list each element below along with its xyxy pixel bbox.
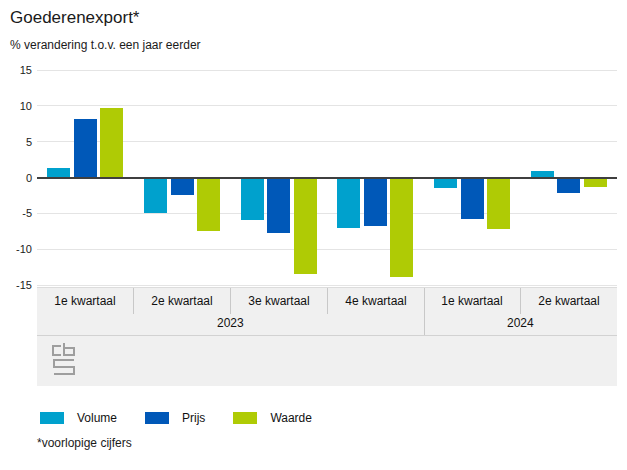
legend-item-waarde: Waarde [233,411,312,425]
chart-title: Goederenexport* [10,8,139,28]
legend-label-volume: Volume [77,411,117,425]
quarter-label-row: 1e kwartaal2e kwartaal3e kwartaal4e kwar… [37,288,617,314]
bar-waarde-group4 [390,178,413,278]
x-category-label-2: 2e kwartaal [134,288,231,314]
gridline-15 [37,70,617,71]
y-tick-label--5: -5 [6,206,32,220]
gridline--15 [37,285,617,286]
y-tick-label--10: -10 [6,242,32,256]
legend-swatch-volume [40,412,64,424]
plot-area [37,70,617,285]
bar-waarde-group2 [197,178,220,231]
bar-waarde-group6 [584,178,607,187]
bar-prijs-group6 [557,178,580,194]
legend-item-volume: Volume [40,411,117,425]
legend-label-waarde: Waarde [270,411,312,425]
legend-swatch-prijs [145,412,169,424]
y-tick-label-0: 0 [6,171,32,185]
bar-volume-group4 [337,178,360,229]
gridline-10 [37,105,617,106]
y-tick-label--15: -15 [6,278,32,292]
gridline--10 [37,249,617,250]
bar-prijs-group2 [171,178,194,195]
year-label-2024: 2024 [424,314,617,335]
legend: Volume Prijs Waarde [40,411,340,425]
bar-volume-group5 [434,178,457,188]
x-category-label-1: 1e kwartaal [37,288,134,314]
bar-volume-group2 [144,178,167,213]
chart-root: Goederenexport* % verandering t.o.v. een… [0,0,627,470]
band-divider [37,335,617,336]
year-label-2023: 2023 [37,314,424,335]
zero-axis-line [37,177,617,179]
bar-prijs-group5 [461,178,484,220]
gridline--5 [37,213,617,214]
y-tick-label-10: 10 [6,99,32,113]
bar-prijs-group3 [267,178,290,233]
x-category-label-5: 1e kwartaal [424,288,521,314]
y-tick-label-5: 5 [6,135,32,149]
gridline-5 [37,141,617,142]
bar-waarde-group5 [487,178,510,230]
legend-swatch-waarde [233,412,257,424]
y-tick-label-15: 15 [6,63,32,77]
bar-prijs-group4 [364,178,387,226]
year-label-row: 20232024 [37,314,617,335]
legend-item-prijs: Prijs [145,411,205,425]
chart-subtitle: % verandering t.o.v. een jaar eerder [10,38,201,52]
x-category-label-4: 4e kwartaal [328,288,424,314]
bar-waarde-group3 [294,178,317,274]
cbs-logo [49,343,79,377]
year-boundary-divider [424,288,425,335]
x-category-label-3: 3e kwartaal [231,288,328,314]
legend-label-prijs: Prijs [182,411,205,425]
footnote: *voorlopige cijfers [37,436,132,450]
bar-prijs-group1 [74,119,97,178]
x-category-label-6: 2e kwartaal [521,288,617,314]
x-axis-band: 1e kwartaal2e kwartaal3e kwartaal4e kwar… [37,287,617,386]
bar-waarde-group1 [100,108,123,178]
bar-volume-group3 [241,178,264,220]
